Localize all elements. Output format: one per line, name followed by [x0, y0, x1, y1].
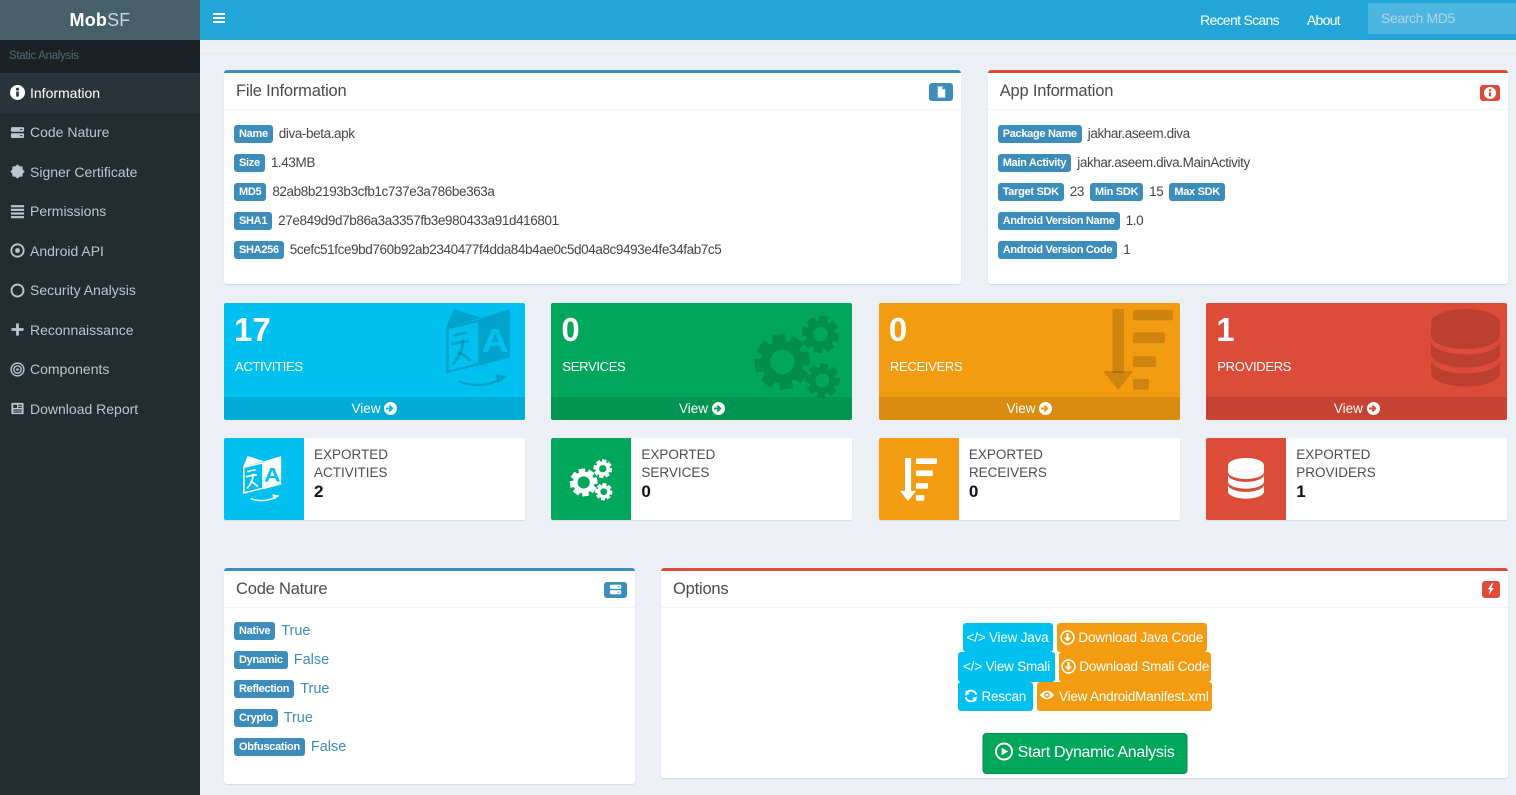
svg-text:A: A: [481, 322, 509, 359]
svg-text:A: A: [264, 463, 280, 485]
